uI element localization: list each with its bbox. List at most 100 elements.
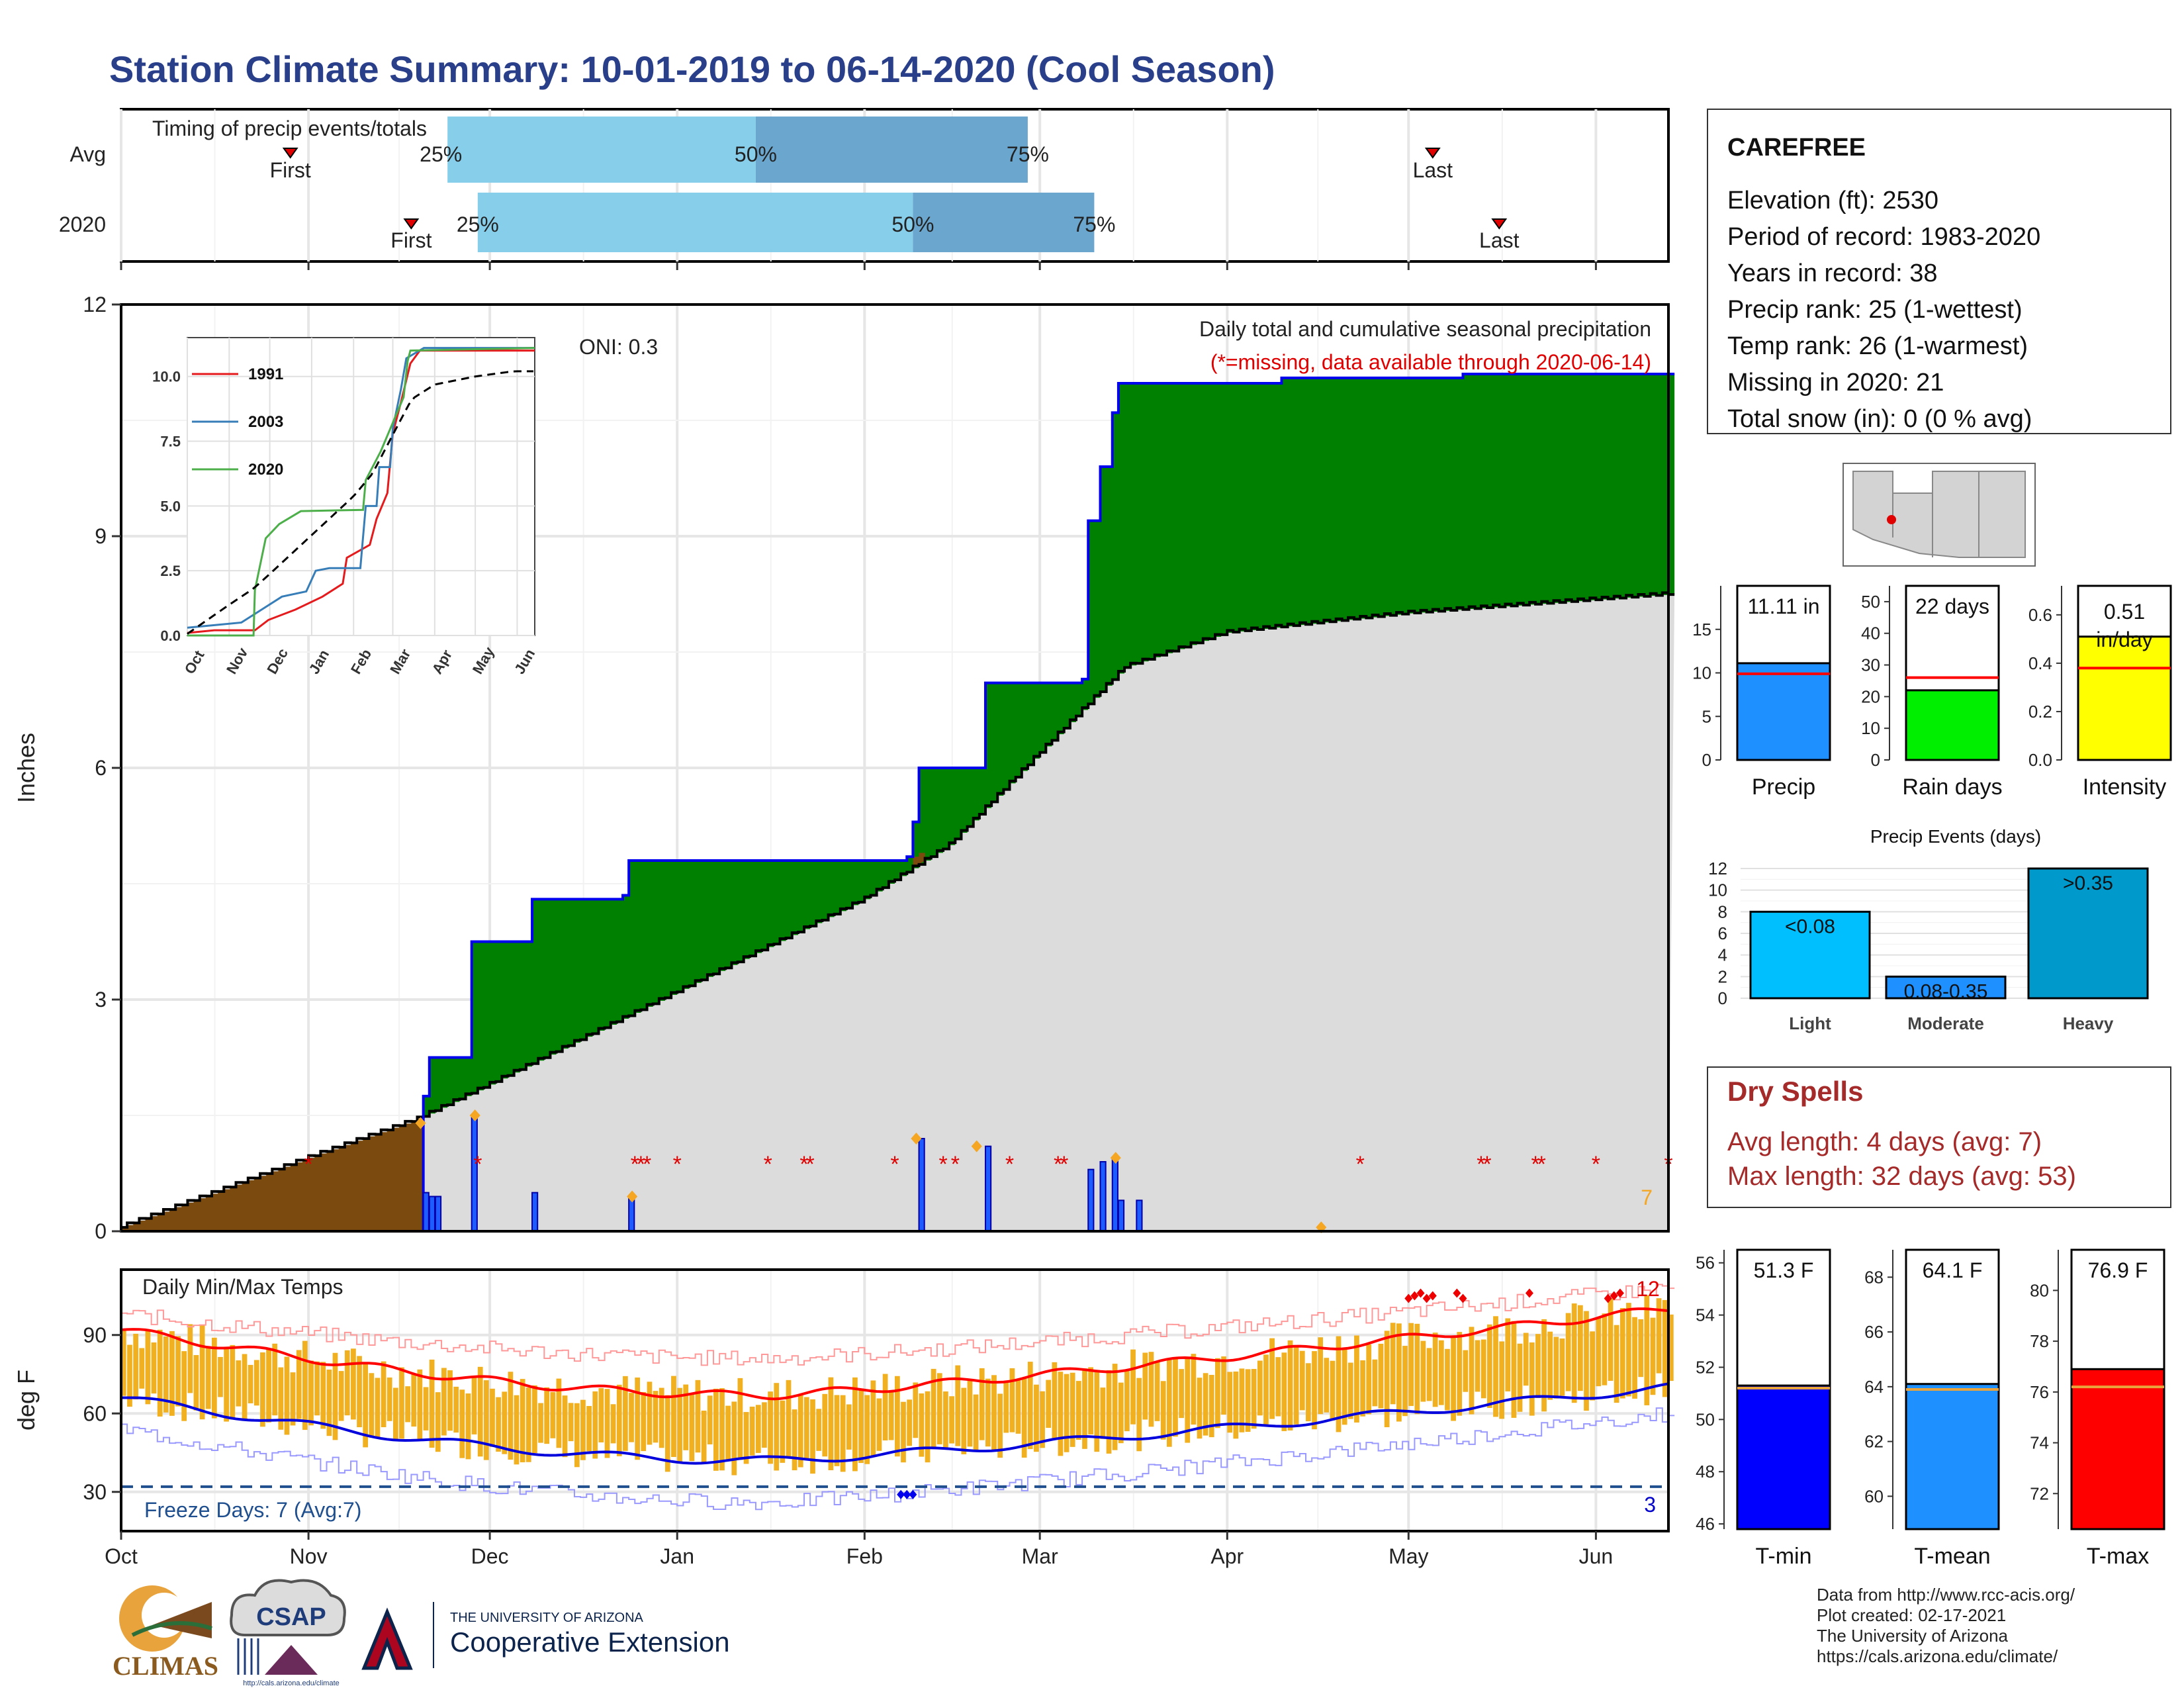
temp-range-bar	[1082, 1368, 1087, 1449]
temp-range-bar	[1402, 1346, 1408, 1417]
temp-range-bar	[1499, 1341, 1505, 1419]
temp-range-bar	[623, 1376, 628, 1451]
locator-map	[1843, 463, 2036, 567]
temp-range-bar	[580, 1399, 586, 1460]
temp-range-bar	[133, 1333, 138, 1400]
timing-avg-50: 50%	[735, 142, 777, 166]
temp-range-bar	[1064, 1374, 1069, 1452]
temp-range-bar	[568, 1403, 574, 1442]
temp-range-bar	[1027, 1362, 1033, 1450]
intensity-tick-label: 0.4	[2028, 653, 2052, 673]
month-axis: Oct Nov Dec Jan Feb Mar Apr May Jun	[105, 261, 1613, 1568]
temp-range-bar	[1263, 1354, 1269, 1425]
temp-range-bar	[1233, 1371, 1239, 1439]
temp-range-bar	[695, 1380, 701, 1453]
temp-range-bar	[332, 1352, 338, 1440]
timing-row-avg-label: Avg	[69, 142, 106, 166]
temp-range-bar	[483, 1380, 489, 1460]
temp-range-bar	[604, 1389, 610, 1458]
missing-star: *	[473, 1152, 482, 1177]
temp-range-bar	[1438, 1340, 1444, 1405]
tmin-summary-bar	[1736, 1384, 1831, 1530]
temp-range-bar	[266, 1348, 271, 1423]
precip-summary-bar	[1736, 662, 1831, 761]
temp-range-bar	[242, 1354, 248, 1421]
tmax-summary-tick-label: 80	[2030, 1280, 2049, 1300]
events-tick-label: 12	[1708, 859, 1727, 878]
temp-range-bar	[127, 1344, 132, 1407]
temp-heading: Daily Min/Max Temps	[142, 1275, 343, 1299]
temp-lines	[120, 1284, 1675, 1511]
temp-range-bar	[810, 1399, 815, 1474]
events-bar-label: >0.35	[2063, 872, 2113, 894]
temp-range-bar	[1191, 1354, 1197, 1425]
temp-range-bar	[1215, 1358, 1220, 1429]
precip-summary-tick-label: 5	[1702, 706, 1711, 726]
temp-range-bar	[1457, 1332, 1463, 1416]
month-label: Jun	[1579, 1544, 1614, 1568]
legend-label-1991: 1991	[248, 365, 283, 383]
timing-bar-q1	[477, 193, 913, 252]
timing-2020-50: 50%	[891, 212, 934, 236]
temp-range-bar	[1312, 1351, 1317, 1430]
intensity-bar	[2077, 635, 2172, 761]
record-high-marker	[1610, 1291, 1618, 1301]
daily-precip-bar	[1111, 1157, 1118, 1232]
temp-range-bar	[351, 1348, 356, 1420]
temp-range-bars	[121, 1295, 1674, 1476]
temp-range-bar	[441, 1368, 447, 1436]
tmin-summary-tick-label: 46	[1696, 1514, 1715, 1534]
temp-range-bar	[1347, 1362, 1353, 1419]
temp-range-bar	[1432, 1333, 1438, 1407]
temp-range-bar	[991, 1375, 997, 1451]
inset-ytick-label: 5.0	[160, 498, 181, 514]
temp-range-bar	[556, 1378, 562, 1448]
temp-range-bar	[1372, 1359, 1378, 1407]
record-high-marker	[1615, 1288, 1624, 1298]
freeze-days-label: Freeze Days: 7 (Avg:7)	[144, 1498, 361, 1522]
temp-range-bar	[852, 1377, 858, 1472]
temp-range-bar	[121, 1330, 126, 1396]
daily-precip-bar	[1087, 1168, 1095, 1232]
temp-range-bar	[532, 1385, 537, 1454]
temp-range-bar	[737, 1378, 743, 1460]
freeze-marker	[903, 1489, 911, 1499]
temp-range-bar	[701, 1410, 707, 1464]
raindays-summary-value: 22 days	[1915, 594, 1989, 618]
month-label: Jan	[660, 1544, 694, 1568]
temp-range-bar	[302, 1340, 308, 1430]
missing-star: *	[1054, 1152, 1062, 1177]
missing-star: *	[304, 1152, 313, 1177]
temp-range-bar	[1094, 1370, 1100, 1452]
station-line-5: Missing in 2020: 21	[1727, 369, 1944, 397]
timing-bar-q2	[913, 193, 1095, 252]
temp-range-bar	[550, 1391, 556, 1438]
temp-range-bar	[320, 1362, 326, 1429]
inset-ytick-label: 2.5	[160, 563, 181, 579]
missing-star: *	[643, 1152, 651, 1177]
temp-range-bar	[423, 1387, 429, 1430]
temp-range-bar	[683, 1384, 689, 1450]
temp-range-bar	[1179, 1369, 1184, 1419]
temp-range-bar	[369, 1373, 375, 1438]
temp-range-bar	[562, 1395, 568, 1458]
station-info-box: CAREFREE Elevation (ft): 2530 Period of …	[1707, 109, 2171, 434]
station-line-3: Precip rank: 25 (1-wettest)	[1727, 296, 2023, 324]
record-high-marker	[1428, 1291, 1437, 1301]
temp-range-bar	[1596, 1317, 1602, 1387]
temp-range-bar	[653, 1391, 659, 1443]
temp-range-bar	[925, 1391, 931, 1463]
temp-range-bar	[1541, 1319, 1547, 1412]
avg-max-line	[120, 1307, 1669, 1401]
intensity-tick-label: 0.2	[2028, 702, 2052, 722]
temp-range-bar	[786, 1380, 792, 1458]
heavy-event-marker	[627, 1190, 638, 1203]
legend-label-2020: 2020	[248, 461, 283, 479]
temp-range-bar	[260, 1352, 265, 1427]
ua-line2: Cooperative Extension	[450, 1626, 730, 1658]
temp-range-bar	[1517, 1343, 1523, 1412]
temp-range-bar	[1644, 1295, 1650, 1405]
timing-2020-last: Last	[1479, 228, 1520, 252]
avg-cumulative-area	[121, 592, 1675, 1231]
